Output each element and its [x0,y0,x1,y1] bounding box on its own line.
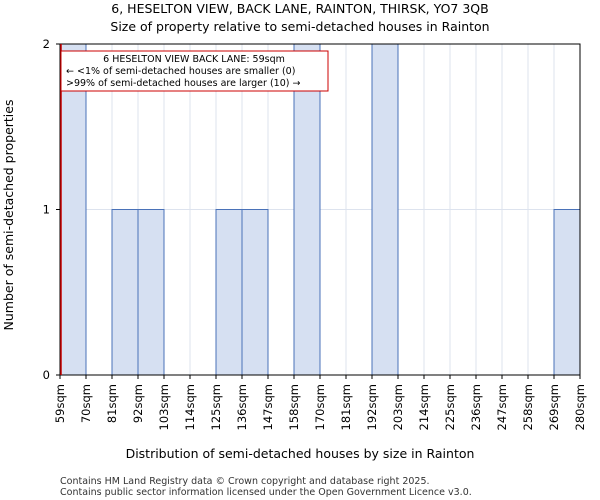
x-tick-label: 181sqm [339,384,353,430]
x-tick-label: 192sqm [365,384,379,430]
footer-copyright: Contains HM Land Registry data © Crown c… [60,476,430,487]
x-tick-label: 147sqm [261,384,275,430]
y-tick-label: 0 [43,368,50,382]
annotation-title: 6 HESELTON VIEW BACK LANE: 59sqm [103,54,285,65]
annotation-larger: >99% of semi-detached houses are larger … [66,78,300,89]
annotation-smaller: ← <1% of semi-detached houses are smalle… [66,66,295,77]
axis-ticks: 0 1 2 59sqm 70sqm 81sqm 92sqm 103sqm 114sqm 125sq… [43,37,587,430]
histogram-bar [371,43,399,376]
x-tick-label: 92sqm [131,384,145,423]
y-tick-label: 1 [43,203,50,217]
plot-frame [59,43,581,376]
x-tick-label: 125sqm [209,384,223,430]
x-tick-label: 236sqm [469,384,483,430]
histogram-bar [111,209,139,376]
x-axis-label: Distribution of semi-detached houses by … [126,446,475,461]
x-tick-label: 214sqm [417,384,431,430]
histogram-bar [553,209,581,376]
x-tick-label: 81sqm [105,384,119,423]
annotation-frame [60,50,329,92]
x-tick-label: 70sqm [79,384,93,423]
footer-licence: Contains public sector information licen… [60,487,472,498]
histogram-bar [241,209,269,376]
x-tick-label: 170sqm [313,384,327,430]
histogram-bar [215,209,243,376]
histogram-bar [137,209,165,376]
chart-subtitle: Size of property relative to semi-detach… [110,19,489,34]
x-tick-label: 247sqm [495,384,509,430]
x-tick-label: 225sqm [443,384,457,430]
bars [59,43,581,376]
x-tick-label: 59sqm [53,384,67,423]
y-axis-label: Number of semi-detached properties [1,100,16,331]
x-tick-label: 136sqm [235,384,249,430]
y-tick-label: 2 [43,37,50,51]
x-tick-label: 158sqm [287,384,301,430]
x-tick-label: 103sqm [157,384,171,430]
x-tick-label: 114sqm [183,384,197,430]
histogram-bar [59,43,87,376]
x-tick-label: 258sqm [521,384,535,430]
histogram-bar [293,43,321,376]
x-tick-label: 280sqm [573,384,587,430]
annotation-box: 6 HESELTON VIEW BACK LANE: 59sqm ← <1% o… [60,50,329,92]
chart-title: 6, HESELTON VIEW, BACK LANE, RAINTON, TH… [111,1,488,16]
x-tick-label: 269sqm [547,384,561,430]
x-tick-label: 203sqm [391,384,405,430]
